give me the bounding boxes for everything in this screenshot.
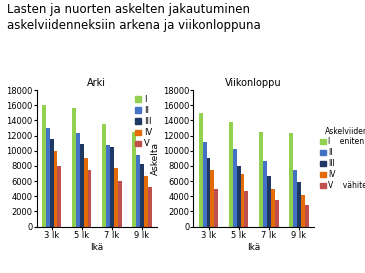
Bar [263, 161, 267, 227]
Bar [72, 108, 76, 227]
Bar [301, 195, 305, 227]
Bar [80, 144, 84, 227]
Bar [233, 149, 237, 227]
Bar [136, 155, 140, 227]
X-axis label: Ikä: Ikä [90, 242, 103, 251]
Bar [237, 166, 241, 227]
Bar [245, 191, 249, 227]
Bar [144, 176, 148, 227]
Bar [110, 147, 114, 227]
Bar [76, 133, 80, 227]
Y-axis label: Askelta: Askelta [0, 142, 3, 175]
Bar [106, 145, 110, 227]
Bar [118, 181, 122, 227]
Bar [46, 128, 50, 227]
Bar [259, 132, 263, 227]
Bar [84, 158, 88, 227]
Title: Viikonloppu: Viikonloppu [225, 78, 282, 88]
Bar [203, 142, 207, 227]
Bar [211, 170, 214, 227]
Text: Lasten ja nuorten askelten jakautuminen
askelviidenneksiin arkena ja viikonloppu: Lasten ja nuorten askelten jakautuminen … [7, 3, 261, 32]
Bar [50, 140, 54, 227]
Bar [229, 122, 233, 227]
Y-axis label: Askelta: Askelta [151, 142, 160, 175]
Bar [274, 200, 278, 227]
Bar [102, 124, 106, 227]
Bar [88, 170, 92, 227]
Bar [305, 204, 309, 227]
Bar [42, 105, 46, 227]
Bar [293, 170, 297, 227]
Bar [289, 133, 293, 227]
X-axis label: Ikä: Ikä [247, 242, 260, 251]
Bar [199, 113, 203, 227]
Bar [214, 189, 218, 227]
Bar [132, 132, 136, 227]
Legend: I, II, III, IV, V: I, II, III, IV, V [134, 94, 153, 149]
Title: Arki: Arki [87, 78, 106, 88]
Bar [114, 168, 118, 227]
Bar [297, 182, 301, 227]
Bar [241, 174, 245, 227]
Bar [57, 166, 61, 227]
Bar [148, 187, 152, 227]
Bar [140, 164, 144, 227]
Bar [54, 151, 57, 227]
Bar [267, 176, 271, 227]
Legend: I    eniten askesia, II, III, IV, V    vähiten askesia: I eniten askesia, II, III, IV, V vähiten… [319, 127, 365, 190]
Bar [207, 158, 211, 227]
Bar [271, 189, 274, 227]
